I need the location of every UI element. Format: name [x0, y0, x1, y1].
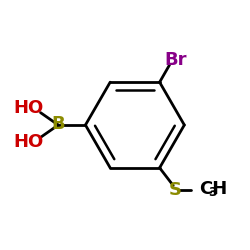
Text: Br: Br [164, 50, 187, 68]
Text: CH: CH [199, 180, 227, 198]
Text: 3: 3 [208, 186, 217, 200]
Text: S: S [169, 182, 182, 200]
Text: B: B [52, 115, 65, 133]
Text: HO: HO [13, 133, 43, 151]
Text: HO: HO [13, 99, 43, 117]
